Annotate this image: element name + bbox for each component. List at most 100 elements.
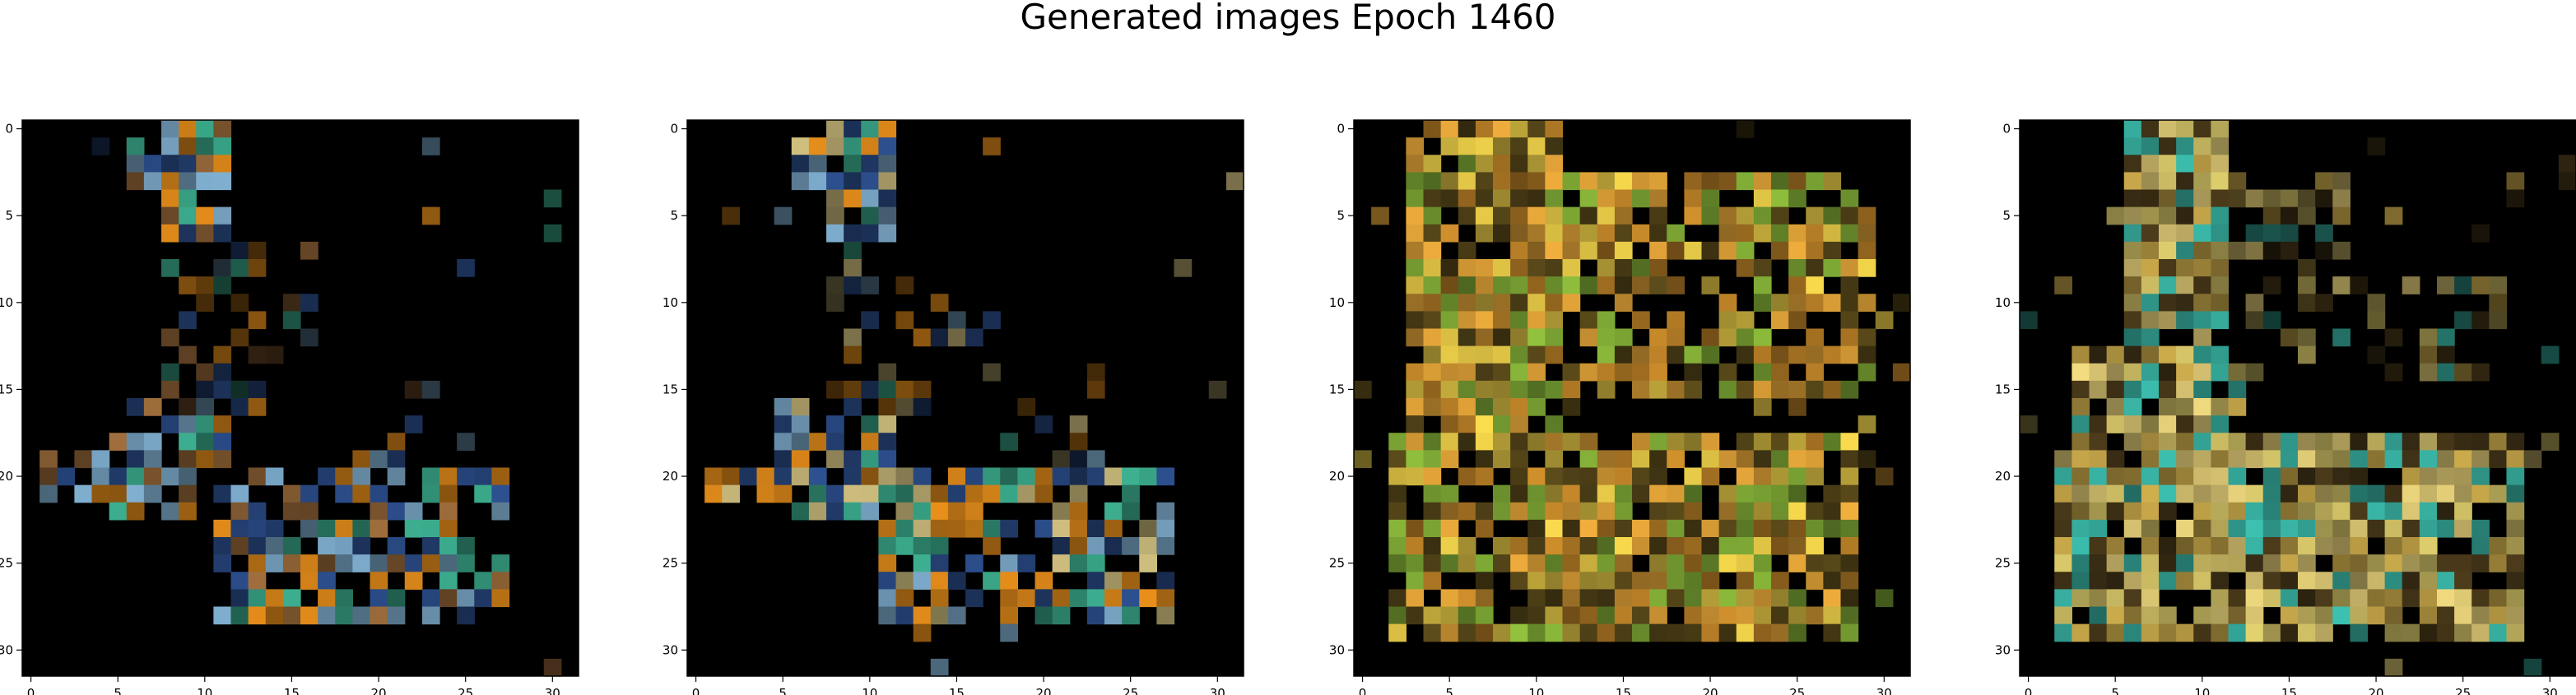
pixel-cell — [370, 484, 388, 503]
y-tick-label: 15 — [663, 382, 678, 396]
pixel-cell — [1000, 484, 1018, 503]
pixel-cell — [1475, 137, 1494, 155]
pixel-cell — [2159, 467, 2177, 486]
pixel-cell — [161, 206, 179, 225]
pixel-cell — [1545, 120, 1564, 138]
pixel-cell — [2419, 502, 2438, 521]
pixel-cell — [1493, 155, 1511, 173]
pixel-cell — [983, 484, 1001, 503]
pixel-cell — [1527, 155, 1546, 173]
pixel-cell — [2298, 537, 2316, 555]
pixel-cell — [1823, 502, 1842, 521]
pixel-cell — [248, 537, 267, 555]
pixel-cell — [179, 206, 197, 225]
pixel-cell — [40, 450, 58, 469]
pixel-cell — [1718, 380, 1737, 399]
pixel-cell — [2106, 345, 2125, 364]
pixel-cell — [2541, 433, 2560, 451]
pixel-cell — [2159, 241, 2177, 260]
pixel-cell — [2245, 241, 2264, 260]
pixel-cell — [213, 259, 232, 277]
pixel-cell — [370, 519, 388, 538]
pixel-cell — [213, 224, 232, 243]
pixel-cell — [1545, 606, 1564, 625]
pixel-cell — [2159, 120, 2177, 138]
pixel-cell — [161, 502, 179, 521]
pixel-cell — [1840, 328, 1859, 347]
pixel-cell — [2298, 589, 2316, 608]
pixel-cell — [1597, 241, 1616, 260]
pixel-cell — [213, 276, 232, 294]
pixel-cell — [2106, 572, 2125, 590]
pixel-cell — [2280, 589, 2299, 608]
pixel-cell — [1423, 172, 1442, 191]
pixel-cell — [1139, 467, 1157, 486]
pixel-cell — [1000, 572, 1018, 590]
pixel-cell — [2454, 276, 2472, 294]
pixel-cell — [1423, 311, 1442, 330]
pixel-cell — [2489, 276, 2508, 294]
pixel-cell — [2106, 467, 2125, 486]
pixel-cell — [1052, 450, 1071, 469]
pixel-cell — [2454, 484, 2472, 503]
pixel-cell — [2176, 363, 2194, 382]
pixel-cell — [1139, 589, 1157, 608]
pixel-cell — [1614, 519, 1633, 538]
pixel-cell — [1684, 467, 1703, 486]
x-tick-label: 0 — [2025, 686, 2033, 695]
pixel-cell — [2262, 484, 2281, 503]
pixel-cell — [1667, 224, 1685, 243]
pixel-cell — [1753, 484, 1772, 503]
pixel-cell — [213, 137, 232, 155]
pixel-cell — [2159, 433, 2177, 451]
pixel-cell — [1440, 450, 1459, 469]
pixel-cell — [1440, 519, 1459, 538]
pixel-cell — [1614, 554, 1633, 572]
pixel-cell — [91, 450, 110, 469]
pixel-cell — [1475, 450, 1494, 469]
pixel-cell — [370, 450, 388, 469]
pixel-cell — [2193, 241, 2211, 260]
pixel-cell — [1597, 589, 1616, 608]
pixel-cell — [387, 433, 406, 451]
pixel-cell — [2176, 155, 2194, 173]
pixel-cell — [2262, 537, 2281, 555]
pixel-cell — [1806, 380, 1824, 399]
pixel-cell — [421, 206, 440, 225]
pixel-cell — [1423, 241, 1442, 260]
pixel-cell — [1440, 259, 1459, 277]
pixel-cell — [213, 155, 232, 173]
pixel-cell — [421, 589, 440, 608]
pixel-cell — [1875, 589, 1894, 608]
pixel-cell — [2071, 467, 2090, 486]
pixel-cell — [861, 276, 879, 294]
pixel-cell — [2262, 519, 2281, 538]
pixel-cell — [1614, 589, 1633, 608]
pixel-cell — [352, 484, 371, 503]
pixel-cell — [2506, 572, 2525, 590]
pixel-cell — [1475, 398, 1494, 416]
y-tick-label: 5 — [1337, 208, 1345, 223]
pixel-cell — [1579, 206, 1598, 225]
pixel-cell — [2141, 276, 2160, 294]
pixel-cell — [1701, 345, 1720, 364]
pixel-cell — [1736, 537, 1755, 555]
pixel-cell — [2054, 572, 2072, 590]
pixel-cell — [1771, 484, 1789, 503]
pixel-cell — [1736, 241, 1755, 260]
pixel-cell — [2454, 311, 2472, 330]
pixel-cell — [2141, 554, 2160, 572]
pixel-cell — [543, 224, 562, 243]
pixel-cell — [1684, 380, 1703, 399]
pixel-cell — [1753, 537, 1772, 555]
pixel-cell — [1527, 484, 1546, 503]
pixel-cell — [2506, 502, 2525, 521]
pixel-cell — [2123, 120, 2142, 138]
pixel-cell — [1388, 433, 1407, 451]
x-tick-label: 5 — [1445, 686, 1453, 695]
pixel-cell — [1806, 294, 1824, 312]
pixel-cell — [2071, 363, 2090, 382]
axes-frame — [21, 119, 579, 677]
pixel-cell — [161, 172, 179, 191]
pixel-cell — [387, 467, 406, 486]
